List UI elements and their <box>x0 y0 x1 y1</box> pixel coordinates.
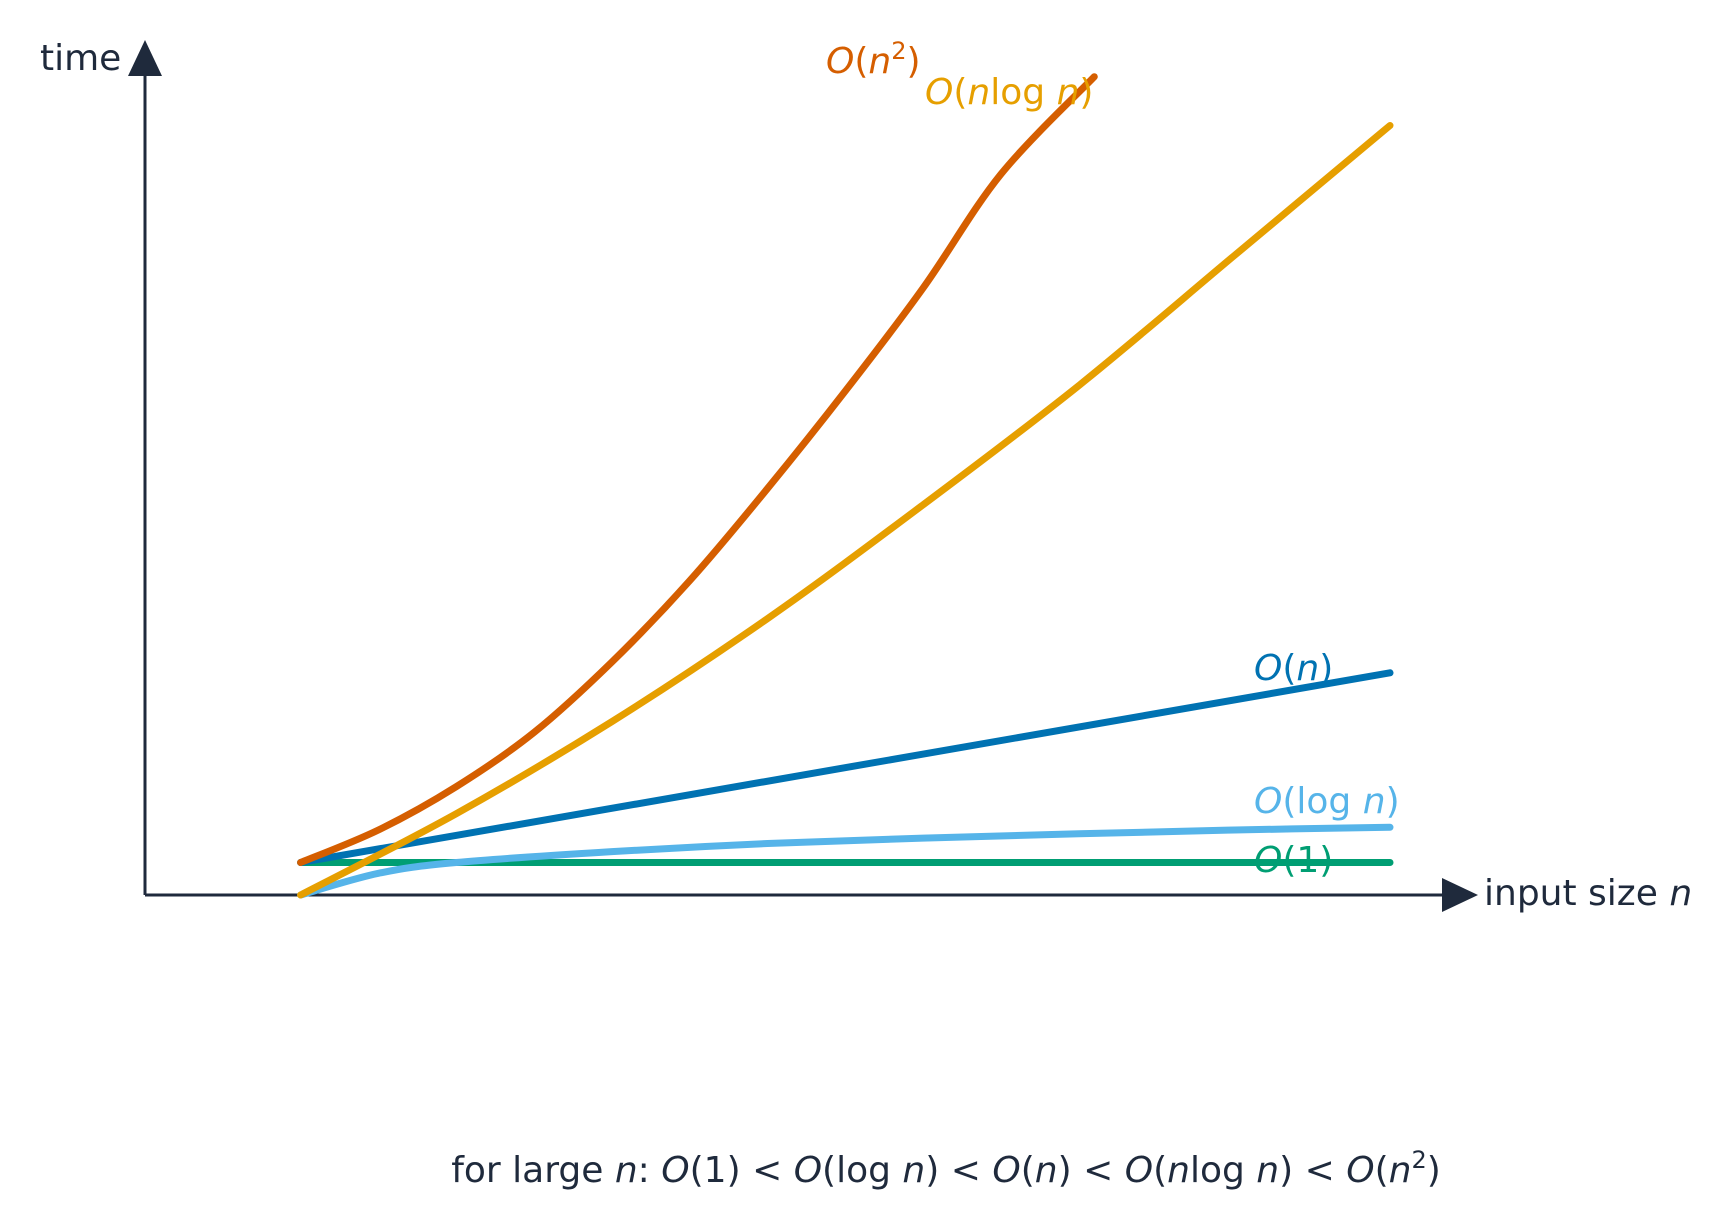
comparison-caption: for large n: O(1) < O(log n) < O(n) < O(… <box>451 1146 1441 1191</box>
series-label-n2: O(n2) <box>826 37 921 82</box>
series-lines <box>297 73 1394 899</box>
series-line-n <box>297 669 1394 866</box>
x-axis-arrow-icon <box>1442 878 1478 912</box>
series-label-one: O(1) <box>1254 840 1333 881</box>
y-axis-label: time <box>40 38 121 79</box>
x-axis-label: input size n <box>1484 873 1692 914</box>
series-line-n2 <box>297 73 1098 866</box>
y-axis-arrow-icon <box>128 40 162 76</box>
series-labels: O(n2) O(nlog n) O(n) O(log n) O(1) <box>826 37 1400 881</box>
axes <box>128 40 1478 912</box>
series-label-n: O(n) <box>1254 648 1333 689</box>
series-label-nlogn: O(nlog n) <box>925 72 1093 113</box>
series-label-logn: O(log n) <box>1254 781 1400 822</box>
series-line-logn <box>297 823 1394 899</box>
series-line-nlogn <box>297 122 1394 899</box>
